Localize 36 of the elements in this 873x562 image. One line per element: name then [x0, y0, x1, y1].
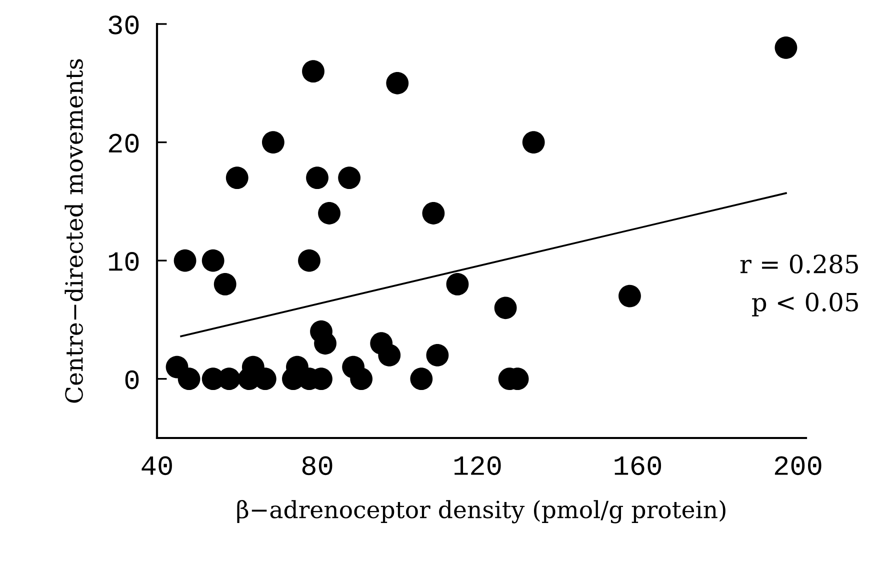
- point: [314, 332, 336, 355]
- x-axis-title: β−adrenoceptor density (pmol/g protein): [237, 500, 726, 524]
- point: [774, 36, 798, 59]
- x-tick-label: 200: [774, 456, 822, 476]
- point: [306, 166, 328, 189]
- point: [410, 368, 433, 390]
- point: [338, 166, 360, 189]
- point: [446, 273, 469, 296]
- point: [226, 166, 248, 189]
- x-tick-label: 160: [614, 456, 662, 476]
- annotation: p < 0.05: [752, 292, 858, 316]
- annotation: r = 0.285: [740, 254, 858, 274]
- y-tick-label: 10: [109, 252, 139, 271]
- point: [202, 249, 224, 272]
- point: [178, 368, 200, 390]
- point: [618, 284, 641, 308]
- y-tick-label: 0: [125, 370, 139, 390]
- point: [350, 368, 373, 390]
- point: [522, 131, 545, 154]
- point: [214, 273, 236, 296]
- point: [422, 202, 445, 224]
- point: [386, 72, 409, 94]
- point: [302, 60, 324, 83]
- y-axis-title: Centre−directed movements: [64, 59, 83, 403]
- point: [378, 344, 401, 366]
- point: [494, 296, 517, 320]
- point: [298, 249, 320, 272]
- y-tick-label: 30: [108, 15, 139, 34]
- x-tick-label: 120: [454, 456, 501, 476]
- point: [174, 249, 196, 272]
- x-tick-label: 40: [142, 456, 172, 476]
- y-tick-label: 20: [108, 134, 139, 153]
- point: [318, 202, 340, 224]
- point: [262, 131, 284, 154]
- point: [426, 344, 449, 366]
- x-tick-label: 80: [302, 456, 332, 476]
